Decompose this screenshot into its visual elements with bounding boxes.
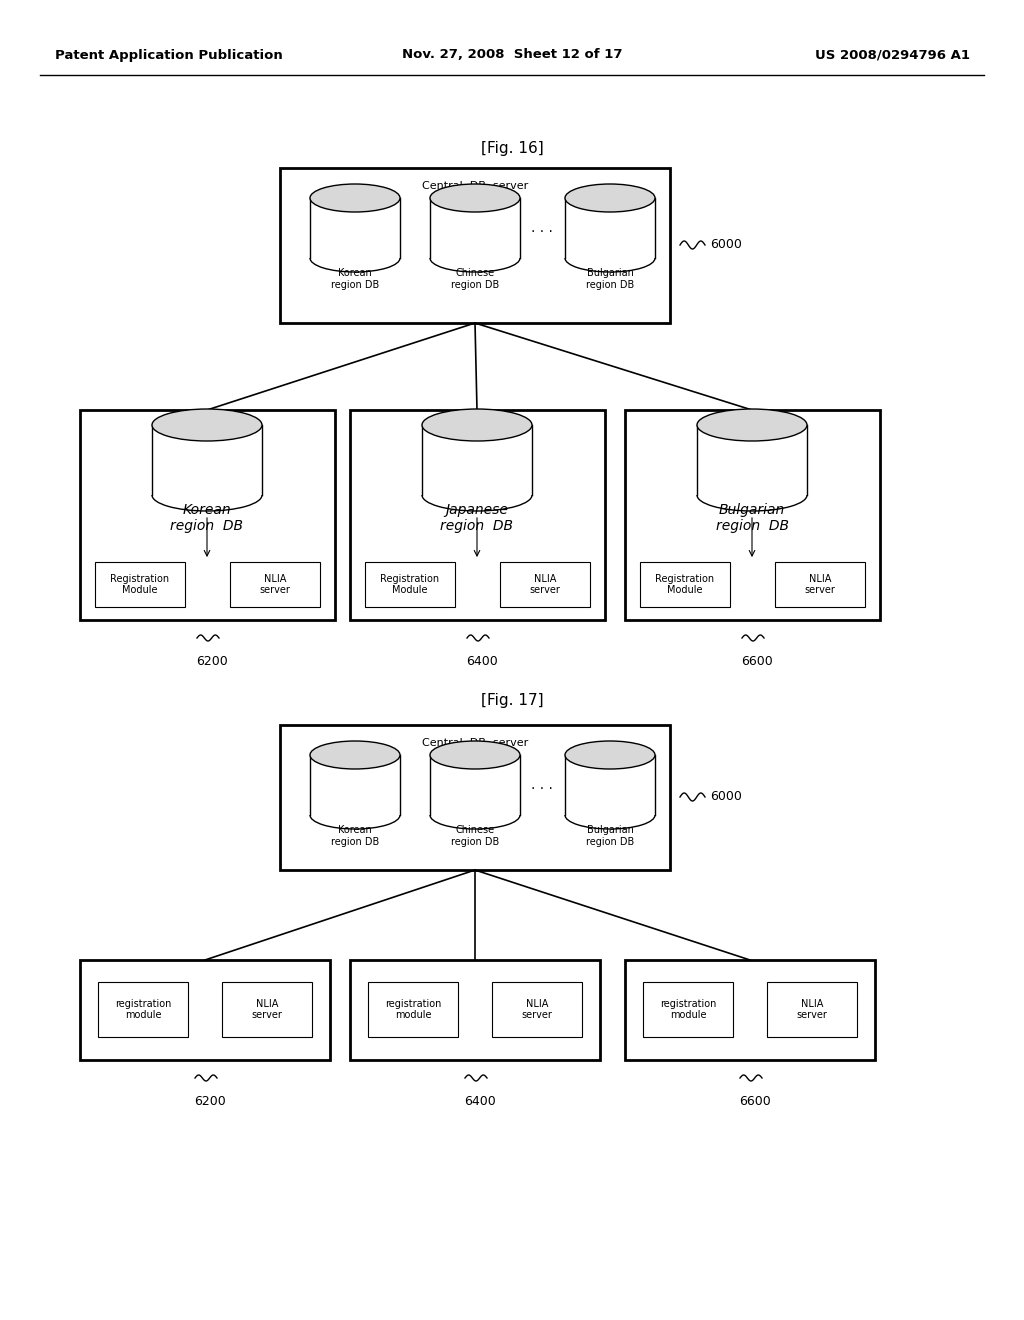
- Bar: [280, 168, 670, 323]
- Text: Patent Application Publication: Patent Application Publication: [55, 49, 283, 62]
- Bar: [643, 982, 733, 1038]
- Bar: [625, 960, 874, 1060]
- Text: NLIA
server: NLIA server: [521, 999, 552, 1020]
- Bar: [80, 411, 335, 620]
- Text: [Fig. 16]: [Fig. 16]: [480, 140, 544, 156]
- Bar: [775, 562, 865, 607]
- Text: Bulgarian
region DB: Bulgarian region DB: [586, 268, 634, 289]
- Text: Bulgarian
region DB: Bulgarian region DB: [586, 825, 634, 846]
- Text: 6400: 6400: [466, 655, 498, 668]
- Bar: [350, 960, 600, 1060]
- Text: Japanese
region  DB: Japanese region DB: [440, 503, 513, 533]
- Bar: [640, 562, 730, 607]
- Text: Korean
region  DB: Korean region DB: [171, 503, 244, 533]
- Ellipse shape: [430, 183, 520, 213]
- Text: NLIA
server: NLIA server: [259, 574, 291, 595]
- Text: 6000: 6000: [710, 791, 741, 804]
- Text: registration
module: registration module: [115, 999, 171, 1020]
- Bar: [95, 562, 185, 607]
- Ellipse shape: [310, 183, 400, 213]
- Text: Korean
region DB: Korean region DB: [331, 268, 379, 289]
- Text: 6600: 6600: [739, 1096, 771, 1107]
- Bar: [565, 755, 655, 814]
- Text: . . .: . . .: [531, 220, 553, 235]
- Bar: [565, 198, 655, 257]
- Text: NLIA
server: NLIA server: [797, 999, 827, 1020]
- Text: Korean
region DB: Korean region DB: [331, 825, 379, 846]
- Text: NLIA
server: NLIA server: [252, 999, 283, 1020]
- Text: US 2008/0294796 A1: US 2008/0294796 A1: [815, 49, 970, 62]
- Bar: [230, 562, 319, 607]
- Ellipse shape: [422, 409, 532, 441]
- Text: NLIA
server: NLIA server: [805, 574, 836, 595]
- Text: Registration
Module: Registration Module: [655, 574, 715, 595]
- Bar: [767, 982, 857, 1038]
- Text: Chinese
region DB: Chinese region DB: [451, 268, 499, 289]
- Ellipse shape: [310, 741, 400, 770]
- Text: registration
module: registration module: [385, 999, 441, 1020]
- Bar: [98, 982, 188, 1038]
- Bar: [625, 411, 880, 620]
- Bar: [350, 411, 605, 620]
- Bar: [280, 725, 670, 870]
- Text: 6200: 6200: [195, 1096, 226, 1107]
- Text: 6000: 6000: [710, 239, 741, 252]
- Text: Bulgarian
region  DB: Bulgarian region DB: [716, 503, 788, 533]
- Bar: [222, 982, 312, 1038]
- Text: Registration
Module: Registration Module: [381, 574, 439, 595]
- Text: Nov. 27, 2008  Sheet 12 of 17: Nov. 27, 2008 Sheet 12 of 17: [401, 49, 623, 62]
- Text: [Fig. 17]: [Fig. 17]: [480, 693, 544, 708]
- Bar: [365, 562, 455, 607]
- Bar: [500, 562, 590, 607]
- Bar: [152, 425, 262, 495]
- Ellipse shape: [565, 741, 655, 770]
- Bar: [368, 982, 458, 1038]
- Text: 6200: 6200: [197, 655, 228, 668]
- Text: Registration
Module: Registration Module: [111, 574, 170, 595]
- Bar: [492, 982, 582, 1038]
- Bar: [80, 960, 330, 1060]
- Bar: [697, 425, 807, 495]
- Bar: [430, 755, 520, 814]
- Text: NLIA
server: NLIA server: [529, 574, 560, 595]
- Text: . . .: . . .: [531, 777, 553, 792]
- Ellipse shape: [697, 409, 807, 441]
- Text: 6400: 6400: [464, 1096, 496, 1107]
- Bar: [310, 198, 400, 257]
- Text: Chinese
region DB: Chinese region DB: [451, 825, 499, 846]
- Text: Central  DB  server: Central DB server: [422, 181, 528, 191]
- Text: Central  DB  server: Central DB server: [422, 738, 528, 748]
- Bar: [310, 755, 400, 814]
- Text: 6600: 6600: [741, 655, 773, 668]
- Bar: [422, 425, 532, 495]
- Ellipse shape: [565, 183, 655, 213]
- Bar: [430, 198, 520, 257]
- Ellipse shape: [430, 741, 520, 770]
- Text: registration
module: registration module: [659, 999, 716, 1020]
- Ellipse shape: [152, 409, 262, 441]
